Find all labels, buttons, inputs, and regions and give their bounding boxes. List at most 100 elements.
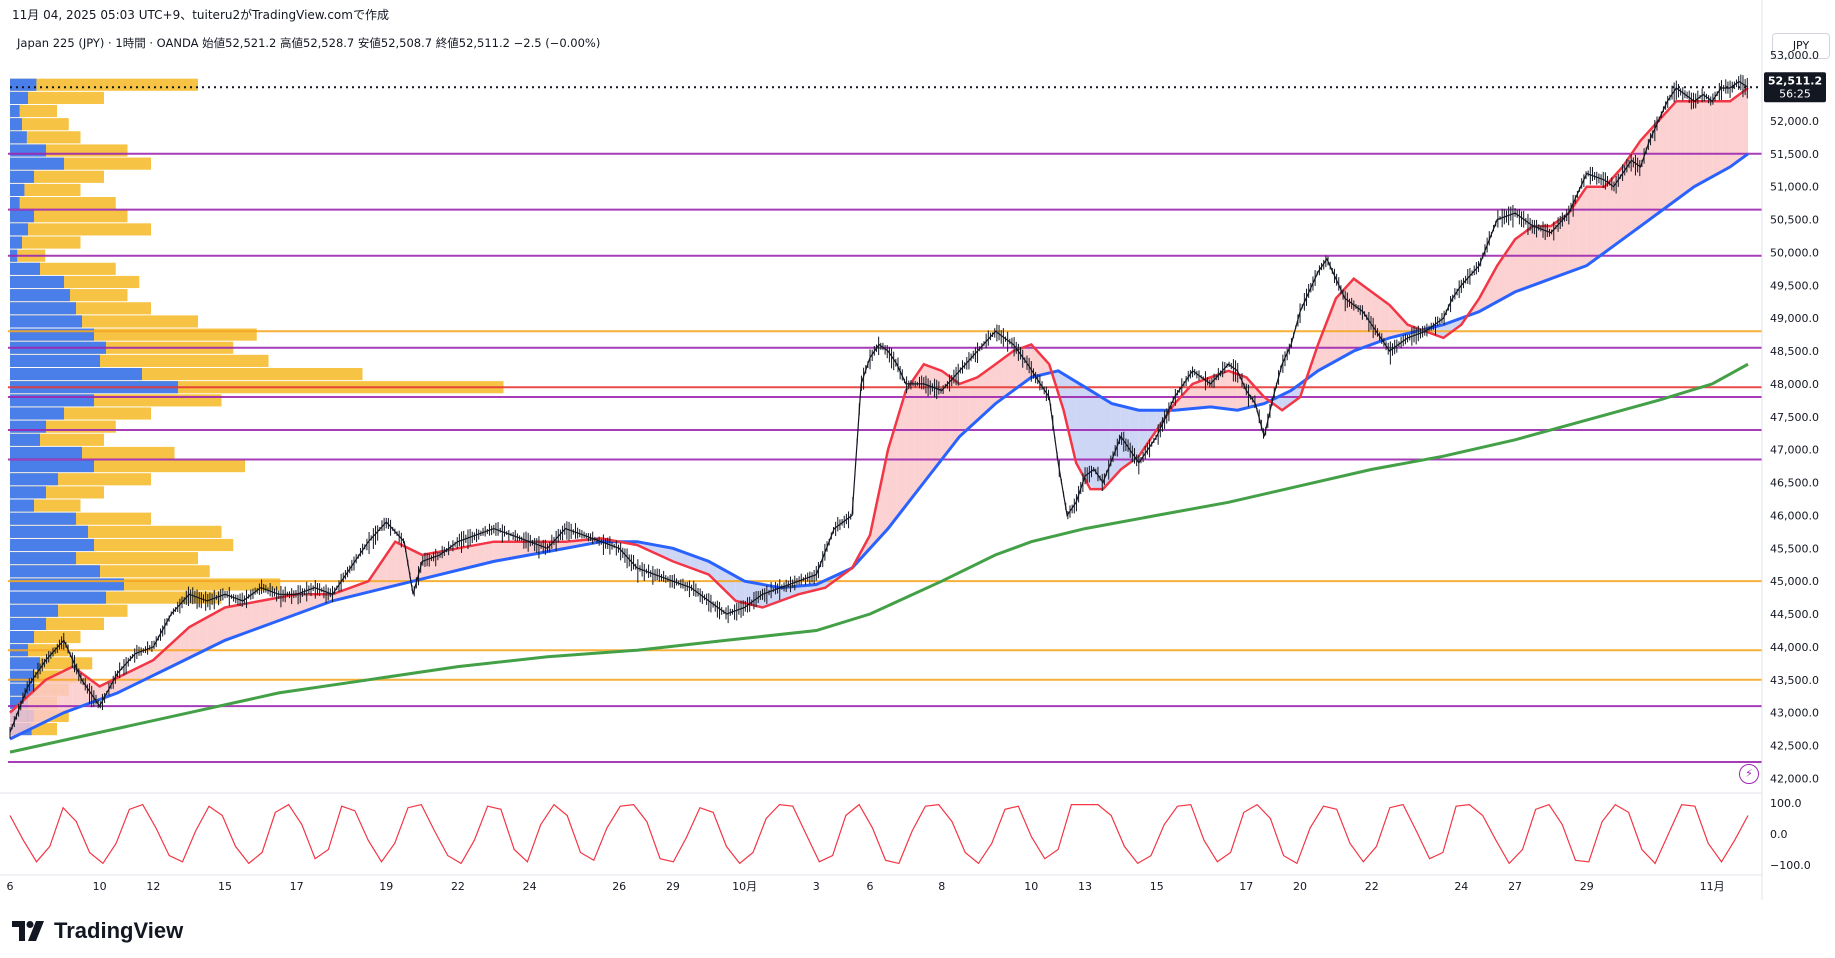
price-tick-label: 43,500.0 [1770, 674, 1819, 687]
price-tick-label: 48,500.0 [1770, 345, 1819, 358]
ma-cloud-segment [296, 594, 306, 615]
volume-profile-down-bar [10, 407, 64, 420]
ma-cloud-fill [10, 88, 1748, 739]
price-tick-label: 46,500.0 [1770, 477, 1819, 490]
volume-profile-down-bar [10, 78, 37, 91]
ma-cloud-segment [1694, 101, 1704, 187]
time-tick-label: 24 [523, 880, 537, 893]
price-chart[interactable]: 53,000.0 52,000.0 51,500.0 51,000.0 50,500.0… [0, 0, 1835, 900]
tradingview-logo-icon [12, 921, 44, 941]
volume-profile-down-bar [10, 499, 34, 512]
price-tick-label: 48,000.0 [1770, 378, 1819, 391]
volume-profile-up-bar [10, 197, 116, 210]
ma-cloud-segment [63, 666, 73, 713]
price-tick-label: 45,000.0 [1770, 575, 1819, 588]
ma-cloud-segment [233, 604, 243, 638]
ma-cloud-segment [305, 594, 315, 611]
time-tick-label: 10 [93, 880, 107, 893]
ma-cloud-segment [681, 551, 691, 569]
snapshot-caption: 11月 04, 2025 05:03 UTC+9、tuiteru2がTradin… [12, 8, 389, 22]
volume-profile-down-bar [10, 223, 28, 236]
volume-profile-down-bar [10, 630, 34, 644]
ma-cloud-segment [1237, 374, 1247, 411]
ma-cloud-segment [1094, 392, 1103, 490]
ma-cloud-segment [1085, 387, 1095, 490]
ma-cloud-segment [1676, 101, 1686, 200]
oscillator-line [9, 803, 1749, 865]
ma-cloud-segment [1658, 111, 1668, 213]
volume-profile-down-bar [10, 604, 58, 617]
ma-cloud-segment [1317, 321, 1327, 371]
currency-button[interactable]: JPY [1772, 33, 1830, 59]
ma-cloud-segment [260, 599, 270, 628]
volume-profile-down-bar [10, 512, 76, 525]
oscillator-pane [9, 803, 1749, 865]
price-tick-label: 44,500.0 [1770, 608, 1819, 621]
volume-profile-up-bar [10, 210, 128, 223]
time-tick-label: 27 [1508, 880, 1522, 893]
ma-cloud-segment [520, 541, 530, 557]
symbol-legend: Japan 225 (JPY) · 1時間 · OANDA 始値52,521.2… [17, 36, 601, 50]
volume-profile-up-bar [10, 223, 151, 236]
slow-ma-line [9, 362, 1749, 754]
price-tick-label: 49,500.0 [1770, 279, 1819, 292]
ma-cloud-segment [1649, 120, 1659, 220]
ma-cloud-segment [251, 600, 261, 631]
volume-profile-down-bar [10, 460, 94, 473]
price-tick-label: 47,500.0 [1770, 411, 1819, 424]
price-label: 52,511.2 56:25 [1764, 72, 1826, 103]
ma-cloud-segment [180, 627, 190, 663]
ma-cloud-segment [1488, 265, 1498, 307]
ma-cloud-segment [1067, 376, 1077, 463]
ma-cloud-segment [1568, 199, 1578, 273]
volume-profile-up-bar [10, 236, 81, 249]
lightning-icon[interactable]: ⚡ [1739, 764, 1759, 784]
ma-cloud-segment [72, 666, 82, 710]
ma-cloud-segment [1541, 226, 1551, 282]
ma-cloud-segment [887, 420, 897, 529]
ma-cloud-segment [1201, 377, 1211, 408]
ma-cloud-segment [1739, 88, 1748, 161]
time-tick-label: 10 [1024, 880, 1038, 893]
ma-cloud-segment [699, 558, 709, 575]
fast-ma-line [9, 86, 1749, 714]
ma-cloud-segment [153, 651, 163, 676]
ma-cloud-segment [484, 541, 494, 564]
volume-profile-down-bar [10, 104, 20, 118]
ma-cloud-segment [1559, 212, 1569, 276]
ma-cloud-segment [1550, 219, 1560, 279]
ma-cloud-segment [1515, 232, 1525, 292]
volume-profile-down-bar [10, 210, 34, 223]
oscillator-tick-label: 0.0 [1770, 828, 1788, 841]
ma-cloud-segment [1685, 101, 1695, 194]
volume-profile-up-bar [10, 104, 57, 118]
ma-cloud-segment [475, 543, 485, 566]
ma-cloud-segment [493, 541, 503, 562]
time-axis[interactable]: 6 10 12 15 17 19 22 24 26 29 10月 3 6 8 10 13 15 17 20 22 24 2… [7, 880, 1725, 893]
ma-cloud-segment [1344, 278, 1354, 356]
time-tick-label: 8 [938, 880, 945, 893]
ma-cloud-segment [466, 545, 476, 569]
volume-profile-down-bar [10, 525, 88, 538]
brand-name: TradingView [54, 918, 184, 943]
time-tick-label: 12 [146, 880, 160, 893]
ma-cloud-segment [744, 581, 754, 606]
price-tick-label: 46,000.0 [1770, 509, 1819, 522]
time-tick-label: 24 [1454, 880, 1468, 893]
ma-cloud-segment [207, 612, 217, 650]
ma-cloud-segment [1120, 405, 1130, 470]
ma-cloud-segment [1506, 239, 1516, 297]
ma-cloud-segment [1443, 321, 1453, 338]
ma-cloud-segment [1004, 351, 1014, 398]
price-axis[interactable]: 53,000.0 52,000.0 51,500.0 51,000.0 50,500.0… [1770, 49, 1819, 785]
time-tick-label: 19 [379, 880, 393, 893]
ma-cloud-segment [1577, 186, 1587, 269]
ma-cloud-segment [242, 602, 252, 634]
ma-cloud-segment [27, 688, 37, 731]
volume-profile-down-bar [10, 538, 94, 552]
time-tick-label: 26 [612, 880, 626, 893]
ma-cloud-segment [413, 550, 423, 582]
ma-cloud-segment [287, 594, 297, 618]
price-tick-label: 43,000.0 [1770, 707, 1819, 720]
ma-cloud-segment [717, 566, 727, 593]
